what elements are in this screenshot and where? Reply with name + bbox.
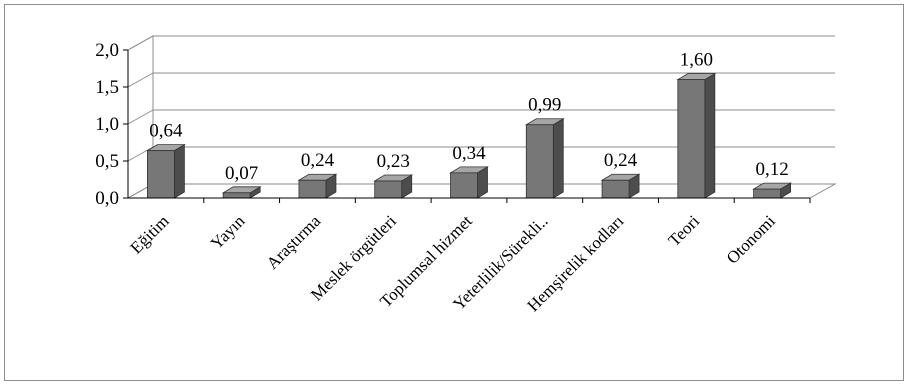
x-tick-label: Araştırma: [263, 211, 325, 273]
x-tick-label: Yayın: [207, 211, 249, 253]
data-label: 1,60: [680, 50, 713, 71]
bar: [600, 173, 641, 199]
gridline-side: [127, 35, 154, 51]
bar: [297, 173, 338, 199]
bar-front: [298, 179, 327, 199]
bar-front: [222, 192, 251, 199]
data-label: 0,64: [149, 121, 183, 142]
bar: [449, 166, 489, 199]
data-label: 0,24: [604, 150, 638, 171]
bar: [221, 186, 262, 199]
bar: [752, 182, 793, 199]
bar-side: [704, 72, 716, 199]
data-label: 0,24: [301, 150, 335, 171]
bar-front: [677, 79, 706, 199]
gridline-side: [127, 109, 154, 125]
bar: [524, 118, 565, 199]
bar: [145, 143, 186, 199]
bar-front: [146, 150, 175, 199]
y-tick-label: 1,0: [95, 114, 119, 135]
x-tick-label: Teori: [665, 211, 704, 250]
y-tick-label: 1,5: [95, 77, 119, 98]
bar-front: [525, 124, 554, 199]
bar-side: [552, 118, 564, 199]
data-label: 0,99: [528, 95, 561, 116]
data-label: 0,34: [452, 143, 486, 164]
y-tick-label: 2,0: [95, 40, 119, 61]
data-label: 0,12: [755, 159, 788, 180]
data-label: 0,07: [225, 163, 258, 184]
bar-front: [601, 179, 630, 199]
bar: [373, 174, 414, 199]
bar: [676, 72, 717, 199]
bar-front: [374, 180, 403, 199]
bar-front: [450, 172, 478, 199]
gridline-side: [127, 72, 154, 88]
bar-side: [173, 143, 185, 199]
bars: 0,64 0,07 0,24 0,23 0,34 0,99 0,24 1,60 0,12: [145, 50, 793, 199]
x-tick-label: Eğitim: [127, 211, 173, 257]
y-tick-label: 0,0: [95, 188, 119, 209]
data-label: 0,23: [377, 151, 410, 172]
y-tick-label: 0,5: [95, 151, 119, 172]
y-axis-ticks: 0,0 0,5 1,0 1,5 2,0: [95, 40, 129, 209]
x-tick-label: Otonomi: [723, 211, 779, 267]
bar-front: [753, 188, 782, 199]
